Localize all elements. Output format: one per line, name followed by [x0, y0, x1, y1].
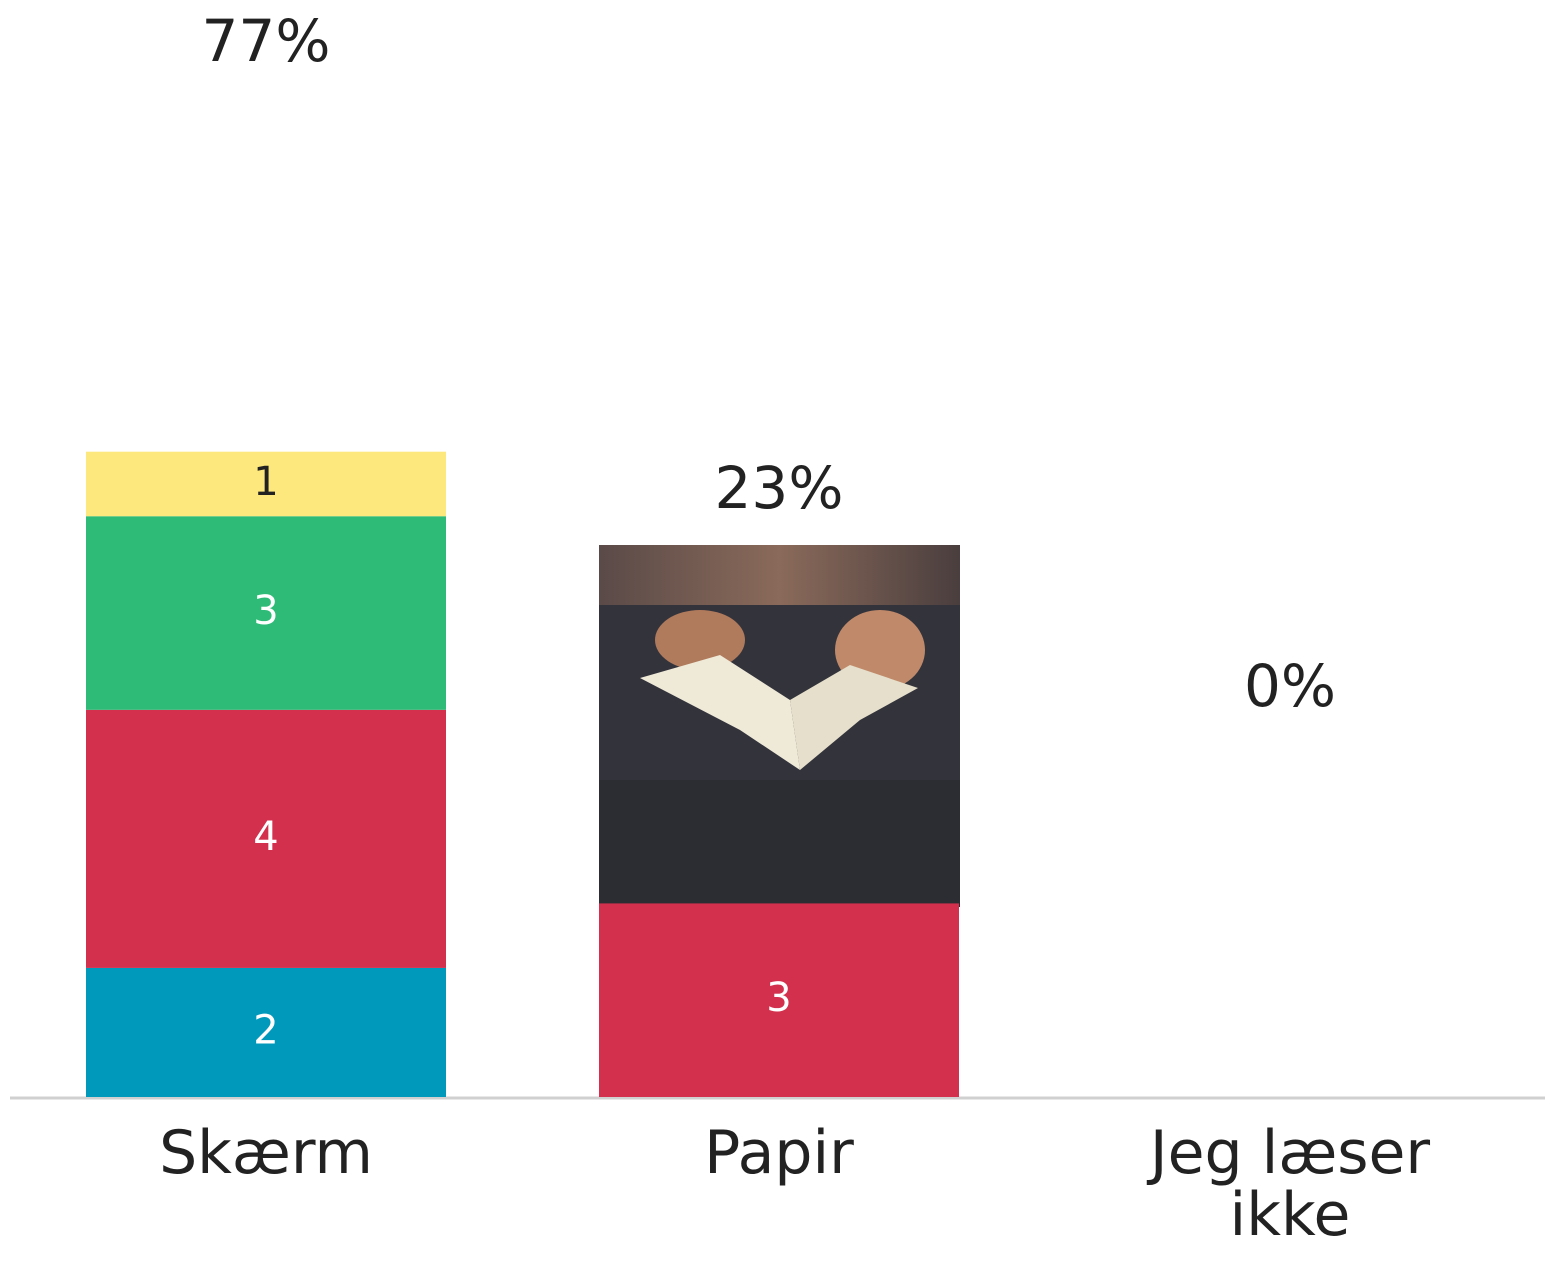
- page: {"chart_data": {"type": "stacked-bar", "…: [0, 0, 1545, 1262]
- category-label: Skærm: [66, 1122, 466, 1184]
- book-image: [599, 545, 960, 907]
- segment-label: 1: [253, 459, 278, 505]
- category-label: Papir: [579, 1122, 979, 1184]
- chart: 2 4 3 1 77% 3 23% 0%: [0, 0, 1545, 1262]
- segment-label: 2: [253, 1007, 278, 1053]
- segment-label: 3: [766, 975, 791, 1021]
- segment-label: 3: [253, 588, 278, 634]
- percentage-label: 23%: [715, 454, 844, 522]
- segment-label: 4: [253, 814, 278, 860]
- percentage-label: 77%: [202, 7, 331, 75]
- percentage-label: 0%: [1244, 652, 1336, 720]
- category-label: Jeg læser ikke: [1090, 1122, 1490, 1246]
